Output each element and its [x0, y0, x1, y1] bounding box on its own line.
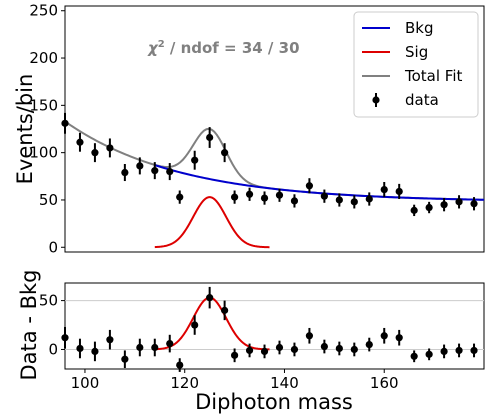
legend-label: Total Fit [404, 67, 463, 85]
chi-superscript: 2 [158, 39, 165, 50]
bkg-fit-curve [154, 164, 485, 201]
bottom-data-point [136, 343, 144, 352]
top-data-point [350, 198, 358, 206]
top-data-point [166, 167, 174, 176]
bottom-panel-gridlines [65, 300, 484, 350]
top-data-point [206, 133, 214, 142]
bottom-data-point [275, 343, 284, 352]
top-data-point [61, 119, 69, 127]
top-data-point [91, 149, 99, 157]
top-panel-y-ticks: 0 50 100 150 200 250 [29, 2, 65, 256]
top-y-tick-label: 150 [29, 96, 58, 114]
bottom-panel-y-ticks: 0 50 [39, 292, 65, 358]
top-y-axis-label: Events/bin [13, 74, 37, 185]
bottom-data-point [260, 347, 269, 356]
top-data-point [230, 193, 239, 201]
top-data-point [380, 185, 388, 194]
legend-entries: Bkg Sig Total Fit data [362, 19, 463, 109]
top-data-point [191, 156, 199, 164]
top-y-tick-label: 100 [29, 144, 58, 162]
x-axis-label: Diphoton mass [195, 390, 353, 414]
bottom-data-point [425, 350, 433, 358]
legend: Bkg Sig Total Fit data [353, 11, 479, 118]
bottom-data-point [320, 342, 328, 351]
x-tick-label: 160 [370, 374, 399, 392]
bottom-data-point [230, 351, 239, 359]
top-data-point [245, 190, 254, 198]
top-data-point [440, 201, 448, 209]
top-data-point [260, 194, 269, 202]
top-data-point [455, 198, 463, 206]
bottom-panel-data-points [61, 286, 478, 372]
top-y-tick-label: 200 [29, 49, 58, 67]
legend-label: data [405, 91, 439, 109]
bottom-panel-x-ticks: 100 120 140 160 [71, 369, 399, 392]
top-data-point [395, 187, 403, 196]
bottom-data-point [470, 346, 478, 355]
bottom-data-point [121, 355, 129, 363]
sig-fit-curve [154, 196, 270, 249]
bottom-data-point [176, 361, 184, 369]
top-y-tick-label: 0 [48, 238, 58, 256]
top-y-tick-label: 250 [29, 2, 58, 20]
bottom-y-tick-label: 50 [39, 292, 58, 310]
top-data-point [275, 191, 284, 199]
top-data-point [221, 149, 229, 157]
top-data-point [320, 192, 328, 200]
chi-text: / ndof = 34 / 30 [165, 39, 300, 57]
top-data-point [121, 168, 129, 177]
bottom-data-point [290, 345, 299, 354]
bottom-y-tick-label: 0 [48, 340, 58, 358]
bottom-data-point [335, 344, 343, 353]
bottom-data-point [365, 340, 373, 349]
bottom-data-point [380, 332, 388, 340]
top-data-point [136, 162, 144, 170]
chi-symbol: χ [147, 39, 159, 57]
bottom-data-point [455, 346, 463, 355]
bottom-data-point [166, 339, 174, 348]
top-y-tick-label: 50 [39, 191, 58, 209]
top-data-point [176, 193, 184, 201]
x-tick-label: 100 [71, 374, 100, 392]
top-data-point [365, 195, 373, 203]
bottom-data-point [395, 334, 403, 342]
legend-box [353, 11, 479, 118]
top-data-point [335, 196, 343, 204]
bottom-y-axis-label: Data - Bkg [17, 270, 41, 381]
top-data-point [151, 167, 159, 175]
x-tick-label: 140 [270, 374, 299, 392]
bottom-data-point [440, 347, 448, 356]
legend-label: Sig [405, 43, 428, 61]
bottom-data-point [91, 347, 99, 356]
bottom-data-point [305, 332, 314, 340]
bottom-data-point [191, 321, 199, 329]
bottom-data-point [61, 334, 69, 342]
bottom-data-point [410, 352, 418, 360]
top-data-point [425, 203, 433, 212]
chi-square-annotation: χ2 / ndof = 34 / 30 [147, 39, 300, 57]
top-data-point [470, 200, 478, 208]
bottom-panel-frame [64, 282, 485, 370]
x-tick-label: 120 [170, 374, 199, 392]
top-panel-data-points [61, 112, 478, 217]
top-data-point [76, 138, 84, 146]
top-data-point [106, 144, 114, 152]
bottom-data-point [206, 294, 214, 302]
bottom-data-point [151, 343, 159, 352]
legend-marker-swatch [372, 96, 380, 104]
top-data-point [410, 206, 418, 214]
bottom-data-point [76, 344, 84, 353]
bottom-data-point [221, 306, 229, 314]
top-data-point [305, 182, 314, 190]
bottom-data-point [106, 336, 114, 344]
top-panel-fit-curves [64, 120, 485, 249]
bottom-data-point [245, 346, 254, 355]
bottom-data-point [350, 345, 358, 354]
legend-label: Bkg [405, 19, 434, 37]
top-data-point [290, 197, 299, 205]
